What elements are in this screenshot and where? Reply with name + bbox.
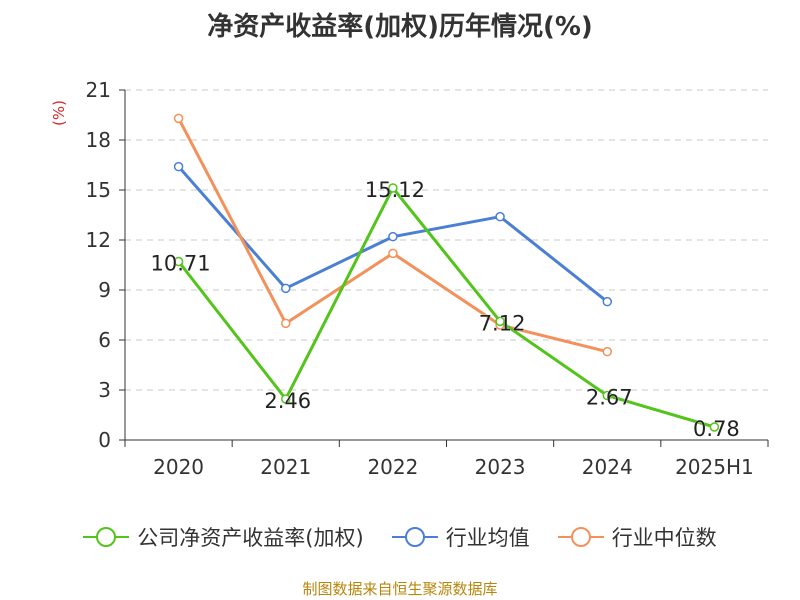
data-label: 0.78 bbox=[693, 417, 740, 441]
x-tick-label: 2022 bbox=[367, 455, 418, 479]
data-point bbox=[281, 394, 291, 404]
data-label: 10.71 bbox=[151, 252, 211, 276]
legend-item[interactable]: 行业均值 bbox=[391, 522, 530, 552]
legend-item[interactable]: 公司净资产收益率(加权) bbox=[83, 522, 364, 552]
x-tick-label: 2025H1 bbox=[675, 455, 754, 479]
legend-swatch-marker bbox=[96, 527, 117, 547]
legend-swatch bbox=[391, 527, 438, 547]
legend-label: 行业均值 bbox=[445, 526, 530, 550]
legend-swatch-marker bbox=[404, 527, 425, 547]
y-tick-label: 9 bbox=[98, 278, 111, 302]
data-point bbox=[388, 248, 398, 259]
legend-label: 公司净资产收益率(加权) bbox=[137, 526, 364, 550]
chart-title: 净资产收益率(加权)历年情况(%) bbox=[207, 12, 593, 42]
data-label: 15.12 bbox=[365, 178, 425, 202]
source-note: 制图数据来自恒生聚源数据库 bbox=[302, 580, 498, 598]
y-tick-label: 21 bbox=[86, 78, 111, 102]
data-point bbox=[173, 161, 184, 172]
x-tick-label: 2024 bbox=[582, 455, 633, 479]
legend: 公司净资产收益率(加权) 行业均值 行业中位数 bbox=[0, 522, 800, 552]
legend-item[interactable]: 行业中位数 bbox=[557, 522, 717, 552]
legend-swatch bbox=[83, 527, 130, 547]
legend-label: 行业中位数 bbox=[611, 526, 717, 550]
legend-swatch-marker bbox=[570, 527, 591, 547]
y-tick-label: 15 bbox=[86, 178, 111, 202]
data-point bbox=[173, 113, 184, 124]
series-line bbox=[177, 186, 715, 429]
data-point bbox=[388, 231, 398, 242]
data-point bbox=[602, 296, 612, 307]
legend-swatch bbox=[557, 527, 604, 547]
y-tick-label: 12 bbox=[86, 228, 111, 252]
data-point bbox=[495, 316, 505, 327]
data-label: 2.67 bbox=[586, 386, 633, 410]
x-tick-label: 2020 bbox=[153, 455, 204, 479]
x-tick-label: 2021 bbox=[260, 455, 311, 479]
x-tick-label: 2023 bbox=[475, 455, 526, 479]
data-point bbox=[602, 346, 612, 357]
data-label: 2.46 bbox=[264, 389, 311, 413]
data-point bbox=[602, 390, 612, 401]
y-tick-label: 3 bbox=[98, 378, 111, 402]
y-tick-label: 6 bbox=[98, 328, 111, 352]
data-point bbox=[173, 256, 184, 267]
y-tick-label: 18 bbox=[86, 128, 111, 152]
data-point bbox=[709, 422, 720, 432]
data-point bbox=[281, 318, 291, 329]
data-point bbox=[388, 183, 398, 193]
data-point bbox=[495, 211, 505, 222]
data-label: 7.12 bbox=[479, 311, 526, 335]
y-tick-label: 0 bbox=[98, 428, 111, 452]
data-point bbox=[281, 283, 291, 294]
